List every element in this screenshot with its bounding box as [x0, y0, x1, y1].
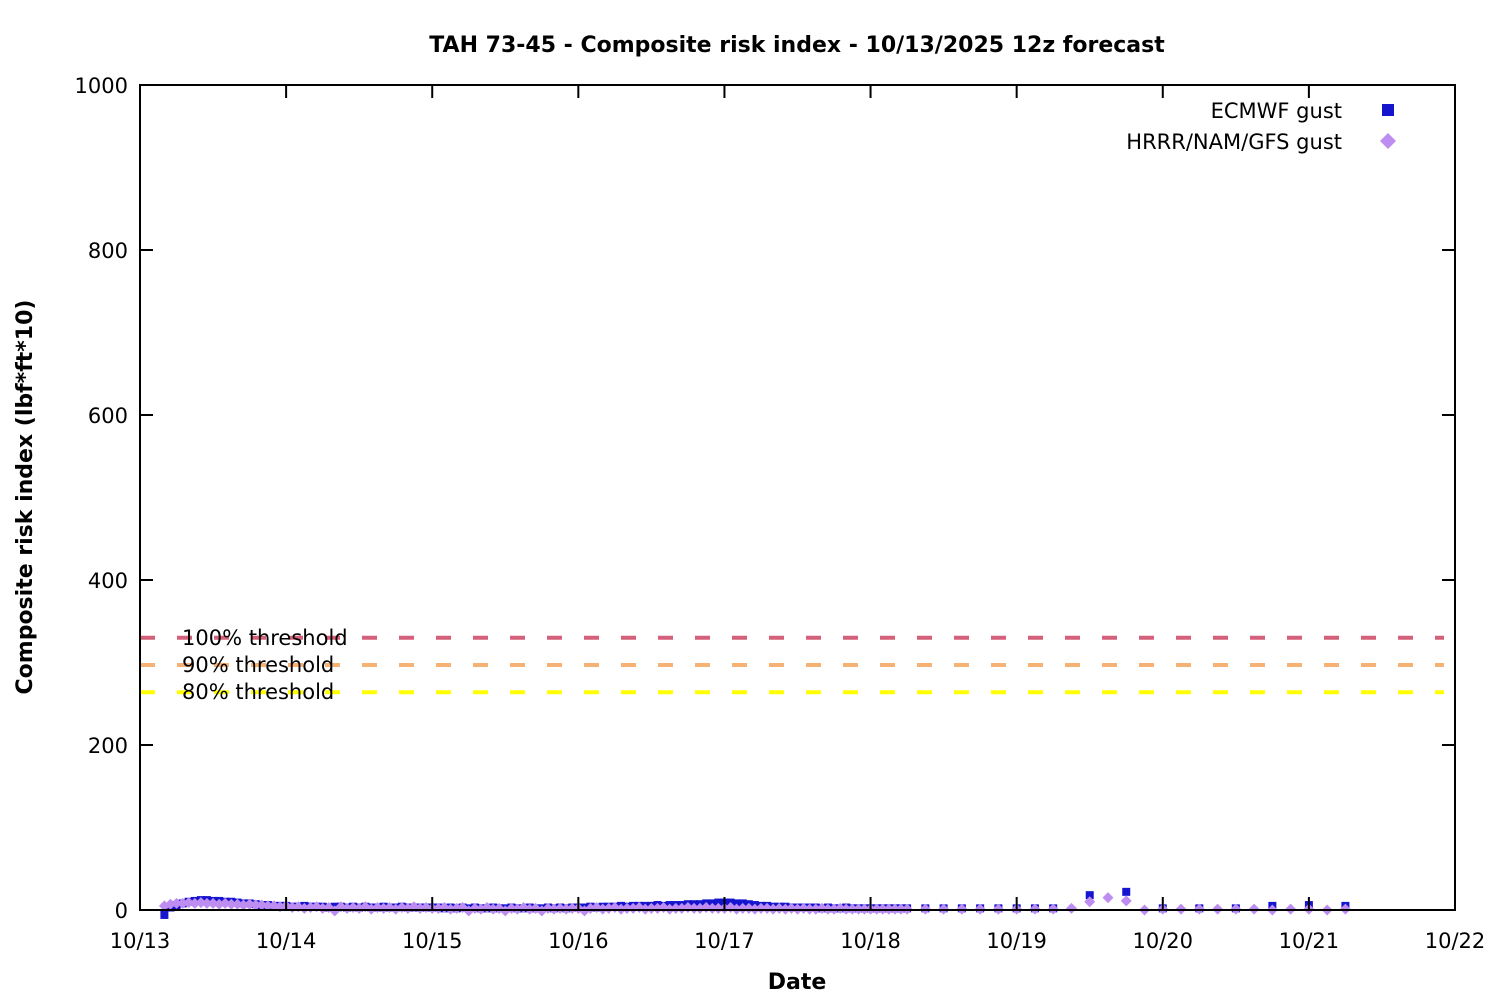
data-point-square: [1085, 891, 1094, 900]
data-point-diamond: [262, 900, 274, 912]
threshold-label: 80% threshold: [182, 680, 334, 704]
x-tick-label: 10/17: [694, 929, 755, 953]
x-tick-label: 10/21: [1279, 929, 1340, 953]
data-point-diamond: [670, 902, 682, 914]
y-axis-title: Composite risk index (lbf*ft*10): [13, 300, 38, 695]
data-point-diamond: [1084, 896, 1096, 908]
legend-marker-diamond-icon: [1380, 133, 1396, 149]
data-point-diamond: [706, 902, 718, 914]
data-point-diamond: [688, 902, 700, 914]
data-point-diamond: [1102, 892, 1114, 904]
data-point-diamond: [737, 902, 749, 914]
data-point-diamond: [621, 902, 633, 914]
x-tick-label: 10/22: [1425, 929, 1486, 953]
axes-layer: [139, 84, 1456, 911]
threshold-lines-layer: 100% threshold 90% threshold 80% threshold: [140, 626, 1444, 704]
data-point-diamond: [250, 899, 262, 911]
data-point-diamond: [225, 898, 237, 910]
legend-marker-square-icon: [1382, 104, 1394, 116]
tick-labels-layer: 10/13 10/14 10/15 10/16 10/17 10/18 10/19 10/20…: [75, 74, 1486, 953]
x-tick-label: 10/14: [256, 929, 317, 953]
data-points-layer: [158, 887, 1351, 919]
x-tick-label: 10/15: [402, 929, 463, 953]
x-tick-label: 10/16: [548, 929, 609, 953]
legend-label-hrrr: HRRR/NAM/GFS gust: [1126, 130, 1342, 154]
data-point-square: [714, 898, 723, 907]
y-tick-label: 800: [88, 239, 128, 263]
y-tick-label: 600: [88, 404, 128, 428]
legend-label-ecmwf: ECMWF gust: [1211, 99, 1342, 123]
data-point-square: [160, 910, 169, 919]
chart-title: TAH 73-45 - Composite risk index - 10/13…: [429, 33, 1165, 58]
y-tick-label: 0: [115, 899, 128, 923]
series-hrrr-nam-gfs: [158, 892, 1351, 917]
threshold-label: 90% threshold: [182, 653, 334, 677]
data-point-square: [1122, 887, 1131, 896]
x-tick-label: 10/13: [110, 929, 171, 953]
y-tick-label: 200: [88, 734, 128, 758]
data-point-diamond: [171, 897, 183, 909]
x-axis-title: Date: [768, 970, 827, 995]
data-point-diamond: [755, 902, 767, 914]
data-point-diamond: [566, 902, 578, 914]
data-point-diamond: [712, 902, 724, 914]
x-tick-label: 10/20: [1133, 929, 1194, 953]
data-point-diamond: [201, 897, 213, 909]
x-tick-label: 10/19: [986, 929, 1047, 953]
y-tick-label: 400: [88, 569, 128, 593]
plot-border: [139, 84, 1456, 911]
data-point-diamond: [1120, 895, 1132, 907]
data-point-square: [732, 899, 741, 908]
data-point-diamond: [645, 902, 657, 914]
legend: ECMWF gust HRRR/NAM/GFS gust: [1126, 99, 1396, 154]
x-tick-label: 10/18: [840, 929, 901, 953]
y-tick-label: 1000: [75, 74, 128, 98]
threshold-label: 100% threshold: [182, 626, 348, 650]
data-point-diamond: [1065, 902, 1077, 914]
